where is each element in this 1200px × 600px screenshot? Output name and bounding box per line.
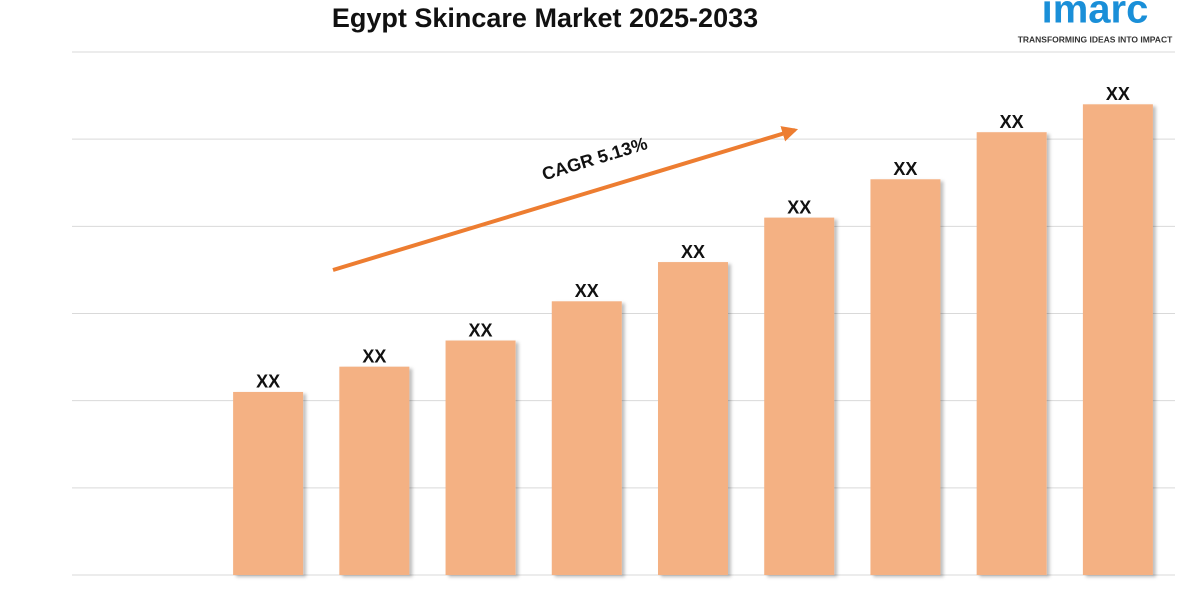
bar [976,132,1047,575]
bar [870,179,941,575]
value-label: XX [1000,112,1024,132]
value-label: XX [362,346,386,366]
logo-tagline: TRANSFORMING IDEAS INTO IMPACT [1018,34,1173,44]
logo-name: imarc [1042,0,1149,32]
cagr-label: CAGR 5.13% [540,133,650,184]
value-label: XX [469,320,493,340]
chart-title: Egypt Skincare Market 2025-2033 [332,3,758,33]
value-label: XX [681,242,705,262]
bar [551,301,622,575]
value-label: XX [256,372,280,392]
bar [233,391,304,575]
value-label: XX [575,281,599,301]
bar [445,340,516,575]
bar [339,366,410,575]
bar [1082,104,1153,576]
bar [764,217,835,575]
cagr-arrow [332,126,799,272]
bar [658,262,728,575]
value-label: XX [787,197,811,217]
value-label: XX [893,159,917,179]
value-label: XX [1106,84,1130,104]
